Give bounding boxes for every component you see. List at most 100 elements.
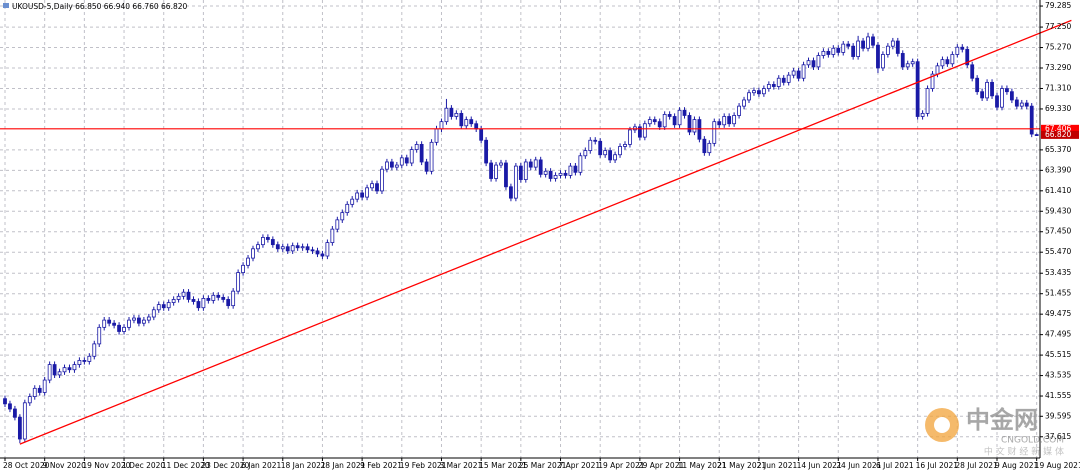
y-tick-label: 49.475 bbox=[1045, 309, 1071, 318]
candle-body bbox=[3, 398, 7, 405]
labels: 79.285 77.250 75.270 73.290 71.310 69.330 65.3… bbox=[3, 1, 1080, 470]
price-line-label: 67.406 bbox=[1045, 124, 1071, 133]
candle-body bbox=[355, 192, 360, 200]
candle-body bbox=[315, 250, 320, 255]
chart-title: UKOUSD-5,Daily 66.850 66.940 66.760 66.8… bbox=[12, 2, 188, 11]
candle-body bbox=[851, 45, 856, 57]
candle-body bbox=[434, 128, 439, 143]
candle-body bbox=[900, 53, 905, 68]
candle-body bbox=[176, 295, 181, 300]
candle-body bbox=[553, 175, 558, 179]
candle-body bbox=[122, 326, 126, 332]
candle-body bbox=[201, 298, 206, 309]
x-tick-label: 28 Jan 2021 bbox=[320, 461, 365, 470]
x-tick-label: 7 Apr 2021 bbox=[559, 461, 601, 470]
candle-body bbox=[707, 142, 712, 154]
candle-body bbox=[752, 90, 756, 94]
candle-body bbox=[667, 114, 672, 117]
candle-body bbox=[672, 116, 677, 126]
candle-body bbox=[196, 301, 201, 309]
candle-body bbox=[836, 47, 841, 53]
candle-body bbox=[881, 54, 885, 69]
candle-body bbox=[285, 246, 290, 252]
x-tick-label: 19 Feb 2021 bbox=[400, 461, 447, 470]
candle-body bbox=[320, 253, 325, 257]
x-tick-label: 9 Nov 2020 bbox=[43, 461, 86, 470]
candle-body bbox=[816, 55, 821, 68]
candle-body bbox=[747, 92, 751, 101]
candle-body bbox=[955, 46, 960, 55]
candle-body bbox=[806, 60, 811, 66]
candle-body bbox=[558, 172, 563, 176]
candle-body bbox=[970, 64, 975, 79]
candle-body bbox=[965, 48, 970, 66]
candle-body bbox=[608, 150, 613, 161]
candle-body bbox=[990, 81, 994, 97]
candle-body bbox=[796, 70, 801, 79]
marks bbox=[0, 19, 1072, 445]
candle-body bbox=[494, 164, 498, 179]
candle-body bbox=[499, 162, 503, 166]
candle-body bbox=[380, 168, 384, 192]
candle-body bbox=[543, 170, 548, 175]
candle-body bbox=[32, 387, 37, 398]
y-tick-label: 37.615 bbox=[1045, 432, 1071, 441]
candle-body bbox=[841, 43, 846, 53]
candle-body bbox=[687, 115, 692, 133]
watermark: 中金网 CNGOLD.COM 中 文 财 经 新 媒 体 bbox=[925, 406, 1064, 458]
y-tick-label: 77.250 bbox=[1045, 22, 1071, 31]
candle-body bbox=[449, 107, 454, 117]
candle-body bbox=[370, 183, 374, 189]
symbol-icon bbox=[3, 3, 9, 8]
candle-body bbox=[702, 138, 707, 154]
site: CNGOLD.COM bbox=[1001, 436, 1064, 446]
candle-body bbox=[533, 159, 538, 168]
candle-body bbox=[404, 157, 409, 164]
candle-body bbox=[940, 59, 945, 67]
candle-body bbox=[22, 402, 27, 440]
candle-body bbox=[325, 242, 330, 257]
candle-body bbox=[980, 91, 985, 99]
candle-body bbox=[107, 319, 112, 324]
candle-body bbox=[280, 246, 285, 250]
candle-body bbox=[385, 161, 389, 170]
candle-body bbox=[573, 165, 578, 173]
candle-body bbox=[513, 165, 518, 199]
x-tick-label: 11 Dec 2020 bbox=[162, 461, 210, 470]
candle-body bbox=[141, 319, 146, 324]
candle-body bbox=[77, 360, 82, 365]
candle-body bbox=[340, 212, 345, 221]
candle-body bbox=[662, 114, 667, 128]
x-tick-label: 19 Apr 2021 bbox=[598, 461, 645, 470]
candle-body bbox=[846, 43, 851, 47]
candle-body bbox=[469, 119, 474, 125]
x-tick-label: 6 Jul 2021 bbox=[876, 461, 914, 470]
candle-body bbox=[375, 183, 379, 192]
candle-body bbox=[985, 81, 989, 99]
candle-body bbox=[528, 161, 533, 168]
x-tick-label: 25 Mar 2021 bbox=[519, 461, 567, 470]
candle-body bbox=[1029, 105, 1034, 135]
trend-line bbox=[19, 19, 1072, 445]
candle-body bbox=[72, 364, 77, 371]
candle-body bbox=[623, 143, 627, 147]
candle-body bbox=[776, 77, 781, 87]
candle-body bbox=[1019, 102, 1024, 107]
candle-body bbox=[429, 141, 434, 172]
candle-body bbox=[330, 228, 335, 243]
candle-body bbox=[766, 84, 771, 89]
candle-body bbox=[960, 46, 965, 50]
candle-body bbox=[1009, 91, 1014, 101]
candle-body bbox=[241, 264, 245, 273]
candle-body bbox=[935, 65, 940, 75]
x-tick-label: 6 Jan 2021 bbox=[241, 461, 281, 470]
candle-body bbox=[682, 109, 687, 116]
candle-body bbox=[42, 379, 47, 393]
x-tick-label: 19 Aug 2021 bbox=[1035, 461, 1080, 470]
x-tick-label: 15 Mar 2021 bbox=[479, 461, 527, 470]
candle-body bbox=[548, 170, 553, 179]
candle-body bbox=[409, 149, 414, 164]
candle-body bbox=[345, 203, 350, 214]
candle-body bbox=[876, 44, 880, 69]
